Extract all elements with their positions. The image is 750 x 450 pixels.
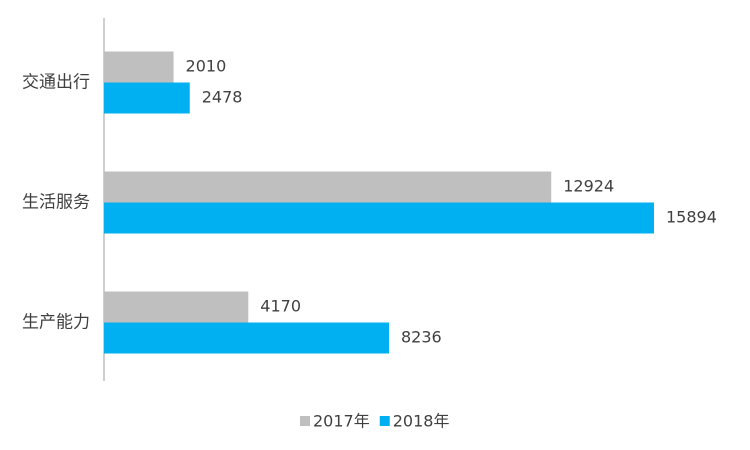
bar	[104, 171, 552, 203]
y-tick-label: 生活服务	[22, 193, 90, 213]
bar	[104, 82, 190, 114]
bar	[104, 322, 390, 354]
data-label: 15894	[666, 208, 717, 227]
data-label: 4170	[260, 297, 301, 316]
data-label: 8236	[401, 328, 442, 347]
bar	[104, 202, 654, 234]
data-label: 2010	[186, 57, 227, 76]
legend-label: 2017年	[313, 412, 370, 431]
y-tick-label: 交通出行	[22, 73, 90, 93]
y-tick-label: 生产能力	[22, 313, 90, 333]
legend-label: 2018年	[393, 412, 450, 431]
data-label: 12924	[563, 177, 614, 196]
bar	[104, 291, 249, 323]
data-label: 2478	[202, 88, 243, 107]
legend-swatch	[379, 416, 390, 426]
legend-swatch	[300, 416, 310, 426]
bar	[104, 51, 174, 83]
